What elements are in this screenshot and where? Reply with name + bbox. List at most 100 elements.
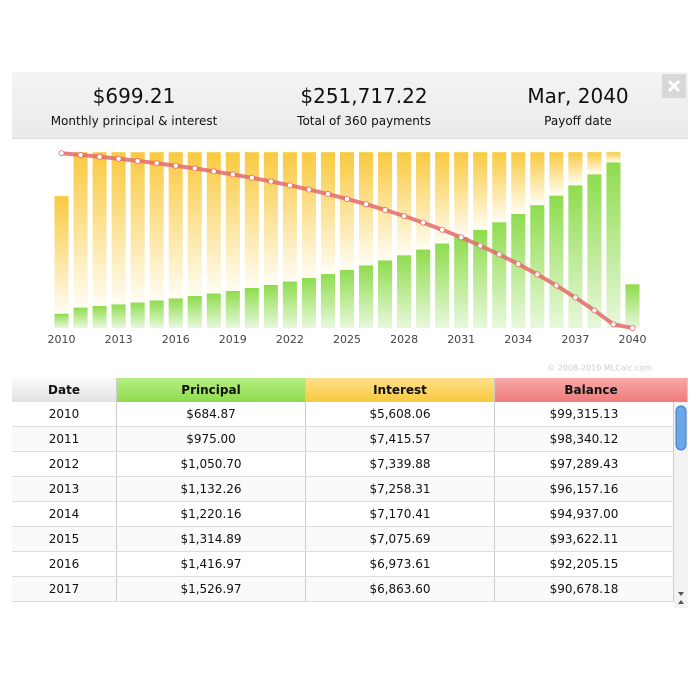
column-header[interactable]: Interest <box>306 378 495 402</box>
bar-segment <box>168 298 183 328</box>
bar-segment <box>435 152 450 244</box>
table-row: 2012 $1,050.70 $7,339.88 $97,289.43 <box>12 452 674 477</box>
column-header[interactable]: Principal <box>117 378 306 402</box>
table-cell: $92,205.15 <box>495 552 674 576</box>
table-cell: $98,340.12 <box>495 427 674 451</box>
balance-point <box>58 150 65 157</box>
table-cell: $1,132.26 <box>117 477 306 501</box>
bar-segment <box>473 152 488 230</box>
bar-segment <box>301 277 316 328</box>
watermark: © 2008-2010 MLCalc.com <box>547 364 652 373</box>
bar-segment <box>511 152 526 214</box>
x-tick-label: 2019 <box>219 333 247 346</box>
table-row: 2011 $975.00 $7,415.57 $98,340.12 <box>12 427 674 452</box>
calculator-panel: $699.21 Monthly principal & interest $251… <box>12 72 688 610</box>
balance-point <box>324 191 331 198</box>
column-header[interactable]: Balance <box>495 378 688 402</box>
summary-value: $251,717.22 <box>300 84 428 108</box>
bar-segment <box>606 152 621 163</box>
bar-segment <box>263 284 278 328</box>
bar-segment <box>130 302 145 328</box>
table-cell: 2013 <box>12 477 117 501</box>
bar-segment <box>111 304 126 328</box>
column-header[interactable]: Date <box>12 378 117 402</box>
x-tick-label: 2010 <box>48 333 76 346</box>
x-tick-label: 2034 <box>504 333 532 346</box>
balance-point <box>629 324 636 331</box>
table-cell: $7,339.88 <box>306 452 495 476</box>
bar-segment <box>206 152 221 294</box>
balance-point <box>439 226 446 233</box>
bar-segment <box>168 152 183 299</box>
table-row: 2017 $1,526.97 $6,863.60 $90,678.18 <box>12 577 674 602</box>
table-body: 2010 $684.87 $5,608.06 $99,315.13 2011 $975.0… <box>12 402 674 602</box>
table-cell: 2010 <box>12 402 117 426</box>
scrollbar[interactable] <box>674 402 688 608</box>
bar-segment <box>149 300 164 328</box>
x-tick-label: 2025 <box>333 333 361 346</box>
table-cell: $96,157.16 <box>495 477 674 501</box>
bar-segment <box>435 243 450 328</box>
table-cell: $7,415.57 <box>306 427 495 451</box>
summary-bar: $699.21 Monthly principal & interest $251… <box>12 72 688 139</box>
table-cell: $7,075.69 <box>306 527 495 551</box>
balance-point <box>77 151 84 158</box>
bar-segment <box>92 305 107 328</box>
table-row: 2010 $684.87 $5,608.06 $99,315.13 <box>12 402 674 427</box>
bar-segment <box>92 152 107 306</box>
bar-segment <box>397 152 412 256</box>
table-cell: $1,314.89 <box>117 527 306 551</box>
bar-segment <box>263 152 278 285</box>
x-tick-label: 2022 <box>276 333 304 346</box>
balance-point <box>515 261 522 268</box>
table-row: 2015 $1,314.89 $7,075.69 $93,622.11 <box>12 527 674 552</box>
table-cell: $1,526.97 <box>117 577 306 601</box>
close-button[interactable] <box>662 74 686 98</box>
summary-label: Monthly principal & interest <box>50 114 218 128</box>
bar-segment <box>492 152 507 223</box>
bar-segment <box>54 313 69 328</box>
bar-segment <box>320 152 336 275</box>
balance-point <box>172 162 179 169</box>
table-cell: $94,937.00 <box>495 502 674 526</box>
balance-point <box>248 174 255 181</box>
balance-point <box>610 321 617 328</box>
x-tick-label: 2037 <box>561 333 589 346</box>
bar-segment <box>358 152 374 266</box>
bar-segment <box>225 152 240 291</box>
bar-segment <box>378 260 393 328</box>
summary-value: Mar, 2040 <box>527 84 629 108</box>
bar-segment <box>149 152 164 301</box>
balance-point <box>305 186 312 193</box>
bar-segment <box>511 213 526 328</box>
bar-segment <box>587 152 602 175</box>
table-row: 2014 $1,220.16 $7,170.41 $94,937.00 <box>12 502 674 527</box>
table-row: 2016 $1,416.97 $6,973.61 $92,205.15 <box>12 552 674 577</box>
bar-segment <box>416 249 431 328</box>
table-cell: $1,050.70 <box>117 452 306 476</box>
bar-segment <box>244 152 259 288</box>
balance-point <box>210 168 217 175</box>
x-tick-label: 2040 <box>618 333 646 346</box>
bar-segment <box>301 152 316 278</box>
balance-point <box>534 271 541 278</box>
bar-segment <box>54 196 69 314</box>
balance-point <box>96 153 103 160</box>
bar-segment <box>378 152 393 261</box>
summary-item: $251,717.22 Total of 360 payments <box>254 84 474 128</box>
balance-point <box>572 294 579 301</box>
balance-point <box>496 251 503 258</box>
bar-segment <box>339 152 355 270</box>
table-cell: $93,622.11 <box>495 527 674 551</box>
bar-segment <box>130 152 145 303</box>
chart: © 2008-2010 MLCalc.com 2010 2013 2016 2019 2… <box>48 150 652 373</box>
balance-point <box>229 171 236 178</box>
balance-point <box>343 195 350 202</box>
table-cell: $1,220.16 <box>117 502 306 526</box>
table-cell: $7,258.31 <box>306 477 495 501</box>
table-cell: $90,678.18 <box>495 577 674 601</box>
x-tick-label: 2013 <box>105 333 133 346</box>
table-cell: 2014 <box>12 502 117 526</box>
summary-value: $699.21 <box>92 84 176 108</box>
bar-segment <box>244 287 259 328</box>
